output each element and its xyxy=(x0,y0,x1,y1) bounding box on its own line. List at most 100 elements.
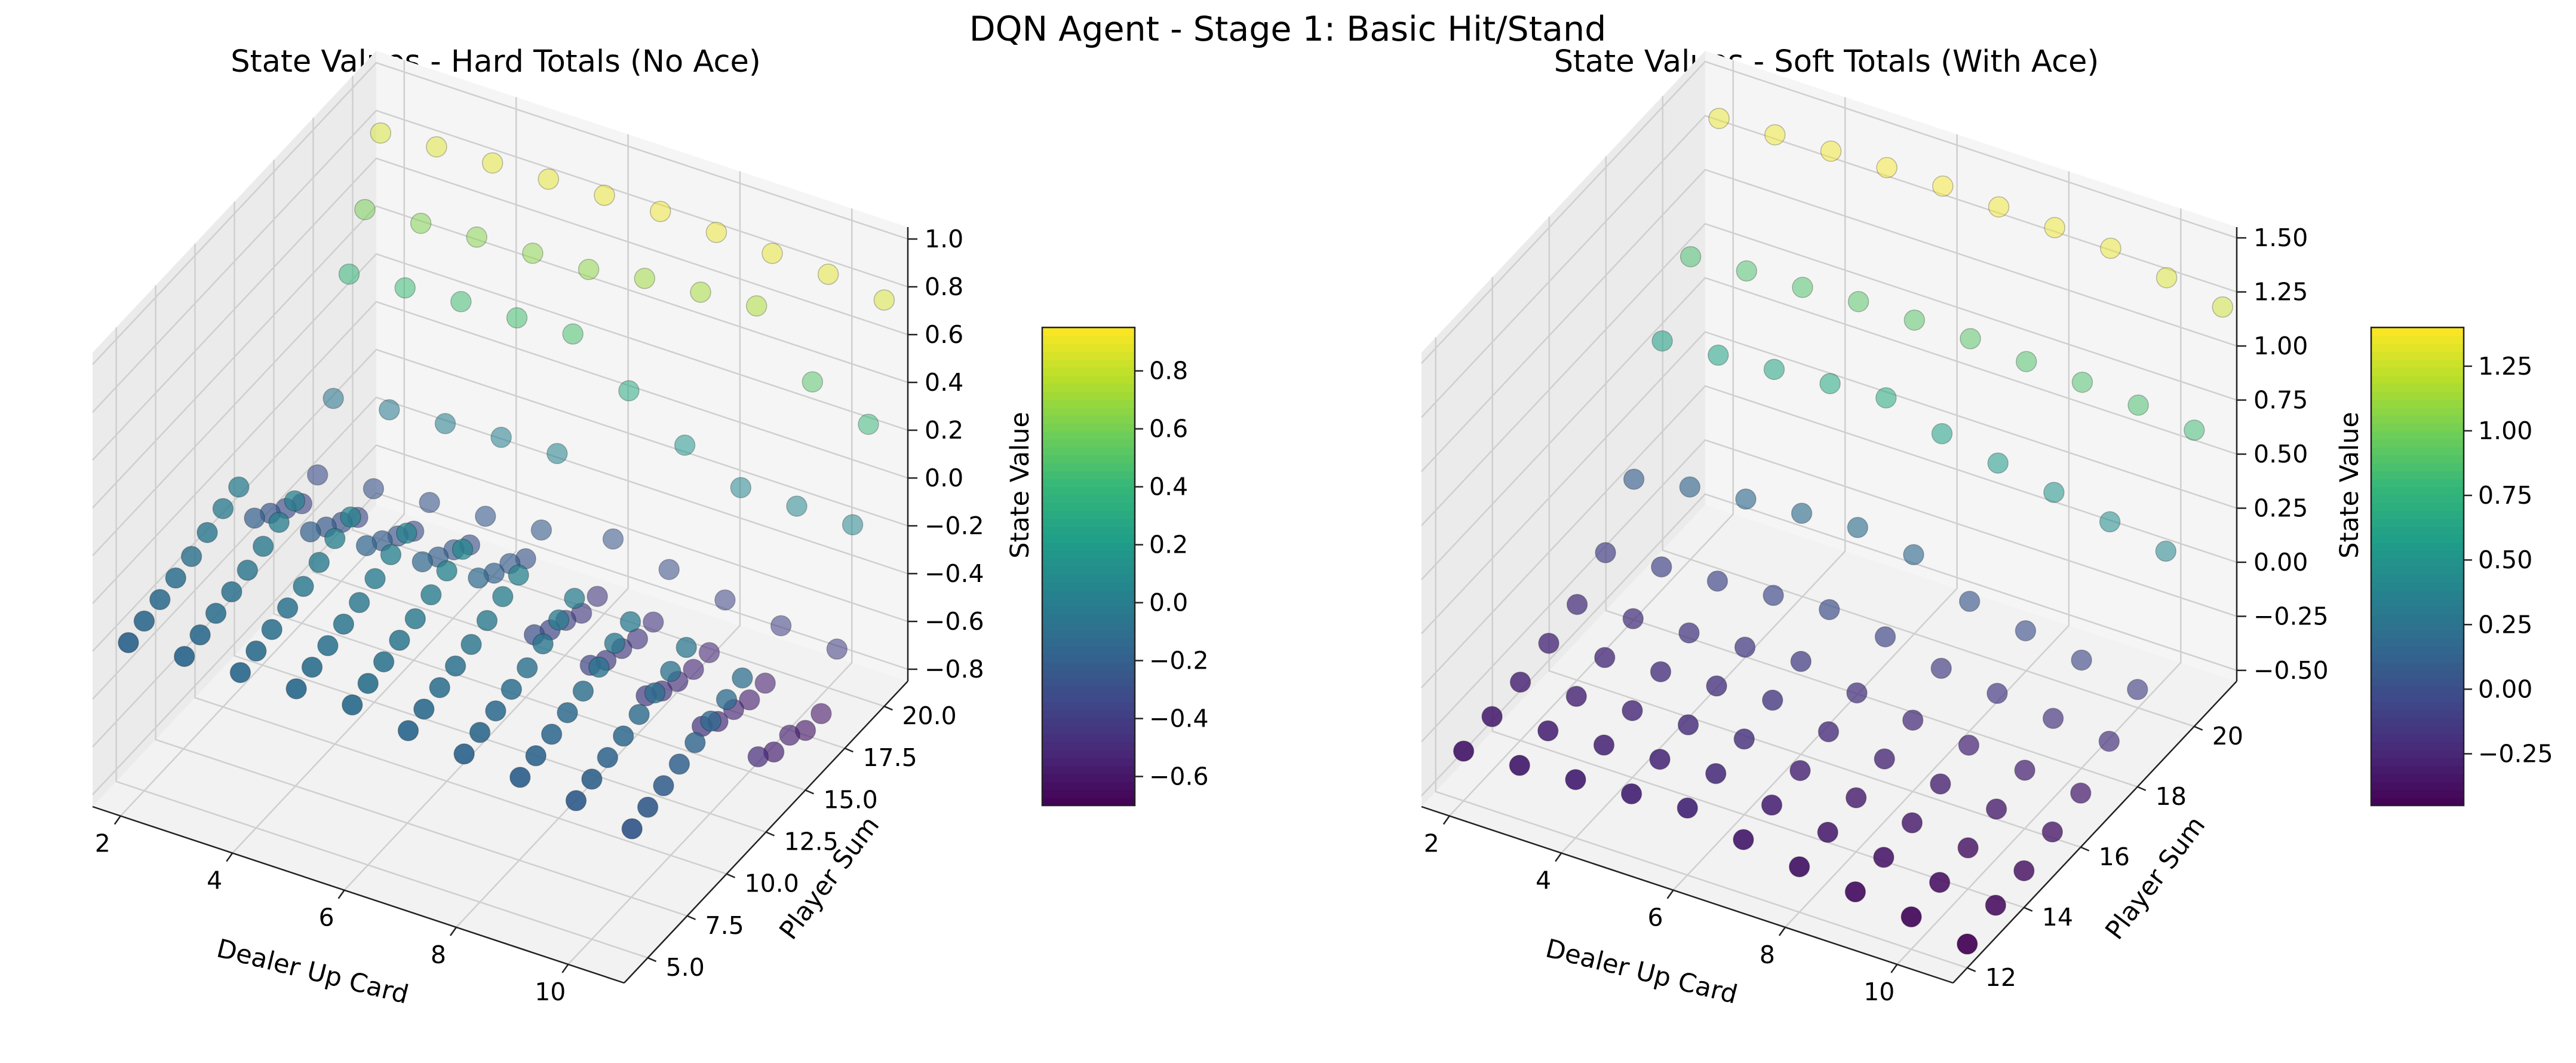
data-point xyxy=(530,519,552,541)
colorbar-segment xyxy=(1042,510,1135,519)
data-point xyxy=(2013,860,2035,881)
data-point xyxy=(1761,794,1783,816)
colorbar-segment xyxy=(2371,455,2464,464)
x-gridline xyxy=(1448,60,1734,817)
colorbar-segment xyxy=(1042,606,1135,615)
hard-totals-x-axis-label: Dealer Up Card xyxy=(214,933,412,1010)
colorbar-segment xyxy=(1042,734,1135,743)
data-point xyxy=(779,724,800,746)
data-point xyxy=(562,323,584,345)
colorbar-segment xyxy=(2371,718,2464,727)
z-gridline xyxy=(1421,115,2237,418)
z-tick-label: 0.6 xyxy=(925,320,963,349)
data-point xyxy=(587,586,608,607)
colorbar-segment xyxy=(2371,415,2464,424)
data-point xyxy=(1593,734,1615,756)
data-point xyxy=(668,753,690,775)
data-point xyxy=(342,694,363,716)
data-point xyxy=(212,498,234,519)
data-point xyxy=(618,380,640,402)
z-gridline xyxy=(92,62,908,365)
x-tick-mark xyxy=(1555,852,1562,862)
hard-totals-title: State Values - Hard Totals (No Ace) xyxy=(231,44,761,79)
colorbar-segment xyxy=(1042,590,1135,599)
data-point xyxy=(1595,542,1616,563)
data-point xyxy=(1734,636,1756,658)
data-point xyxy=(2127,394,2149,416)
y-tick-mark xyxy=(687,915,696,920)
y-gridline xyxy=(1435,337,1968,969)
data-point xyxy=(1788,856,1810,878)
data-point xyxy=(1874,748,1895,770)
y-tick-mark xyxy=(2080,846,2090,851)
data-point xyxy=(1820,140,1842,162)
data-point xyxy=(621,818,643,840)
colorbar-segment xyxy=(2371,686,2464,695)
data-point xyxy=(683,658,704,681)
colorbar-segment xyxy=(2371,701,2464,710)
data-point xyxy=(396,522,417,544)
z-gridline xyxy=(92,205,908,508)
data-point xyxy=(380,544,402,566)
data-point xyxy=(506,307,528,329)
data-point xyxy=(173,645,195,667)
data-point xyxy=(466,226,487,248)
data-point xyxy=(338,263,360,285)
data-point xyxy=(739,689,760,711)
data-point xyxy=(1876,157,1898,179)
data-point xyxy=(1789,759,1811,782)
data-point xyxy=(404,608,426,630)
data-point xyxy=(165,567,186,589)
data-point xyxy=(205,602,227,624)
data-point xyxy=(1985,894,2007,916)
data-point xyxy=(538,169,560,190)
data-point xyxy=(397,720,419,742)
colorbar-segment xyxy=(2371,749,2464,758)
colorbar-segment xyxy=(1042,742,1135,750)
colorbar-tick-label: −0.4 xyxy=(1149,704,1209,733)
z-tick-label: −0.2 xyxy=(925,511,984,540)
colorbar-tick-label: 0.2 xyxy=(1149,531,1188,559)
colorbar-segment xyxy=(2371,359,2464,368)
colorbar-segment xyxy=(2371,558,2464,567)
colorbar-segment xyxy=(2371,447,2464,456)
data-point xyxy=(412,551,433,572)
z-gridline xyxy=(92,396,908,700)
data-point xyxy=(1538,632,1559,654)
data-point xyxy=(2041,821,2064,843)
colorbar-segment xyxy=(1042,423,1135,432)
data-point xyxy=(1708,108,1730,129)
data-point xyxy=(2042,707,2064,730)
colorbar-segment xyxy=(1042,574,1135,583)
colorbar-segment xyxy=(2371,734,2464,743)
data-point xyxy=(245,640,267,662)
soft-totals-y-axis-label: Player Sum xyxy=(2099,811,2211,945)
data-point xyxy=(306,464,328,486)
data-point xyxy=(1819,373,1841,394)
x-tick-mark xyxy=(113,815,121,825)
data-point xyxy=(444,655,466,677)
data-point xyxy=(747,746,769,768)
colorbar-segment xyxy=(1042,343,1135,352)
data-point xyxy=(1987,682,2008,704)
colorbar-segment xyxy=(2371,654,2464,663)
data-point xyxy=(244,507,265,529)
z-tick-label: 0.50 xyxy=(2253,440,2308,468)
colorbar-tick-label: 0.4 xyxy=(1149,473,1188,501)
data-point xyxy=(597,747,619,768)
data-point xyxy=(1762,690,1783,711)
data-point xyxy=(1957,837,1979,859)
colorbar-segment xyxy=(1042,462,1135,471)
data-point xyxy=(293,575,314,598)
x-gridline xyxy=(1672,134,1958,891)
hard-totals-panel: State Values - Hard Totals (No Ace) 2 4 6 8… xyxy=(92,44,1209,1010)
data-point xyxy=(2212,296,2234,318)
z-tick-label: 0.4 xyxy=(925,368,963,397)
colorbar-segment xyxy=(2371,758,2464,767)
colorbar-tick-label: 0.00 xyxy=(2478,675,2532,703)
data-point xyxy=(2127,679,2148,700)
data-point xyxy=(429,676,450,699)
data-point xyxy=(149,589,171,611)
data-point xyxy=(1677,714,1699,736)
data-point xyxy=(1903,544,1924,566)
